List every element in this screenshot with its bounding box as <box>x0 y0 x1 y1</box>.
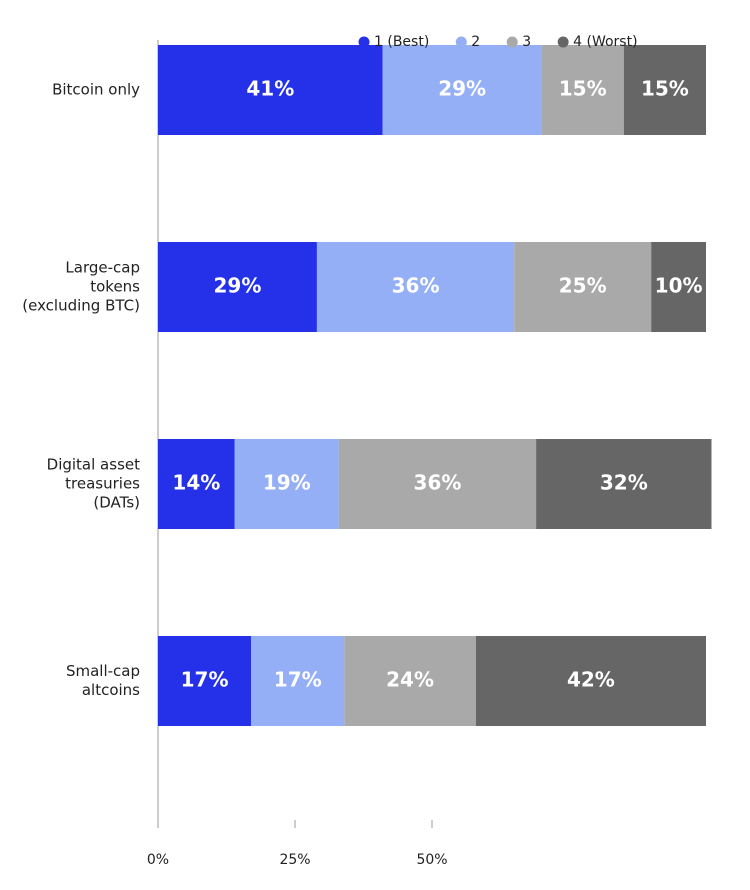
bar-segment <box>541 45 624 135</box>
data-label: 17% <box>274 668 322 692</box>
data-label: 15% <box>559 77 607 101</box>
data-label: 14% <box>172 471 220 495</box>
legend-label: 1 (Best) <box>374 34 429 50</box>
category-label: Bitcoin only <box>52 80 140 99</box>
data-label: 41% <box>246 77 294 101</box>
data-label: 32% <box>600 471 648 495</box>
data-label: 24% <box>386 668 434 692</box>
bar-segment <box>338 439 537 529</box>
bar-segment <box>475 636 706 726</box>
bar-segment <box>382 45 542 135</box>
data-label: 42% <box>567 668 615 692</box>
bar-segment <box>536 439 712 529</box>
legend-label: 2 <box>471 34 480 50</box>
data-label: 10% <box>655 274 703 298</box>
data-label: 29% <box>214 274 262 298</box>
data-label: 19% <box>263 471 311 495</box>
legend-swatch <box>358 36 370 48</box>
bar-segment <box>158 45 383 135</box>
x-tick-label: 50% <box>416 852 447 868</box>
bar-segment <box>514 242 652 332</box>
legend-label: 3 <box>522 34 531 50</box>
legend-swatch <box>557 36 569 48</box>
bar-segment <box>158 242 317 332</box>
x-tick-label: 25% <box>279 852 310 868</box>
data-label: 29% <box>438 77 486 101</box>
category-label: Large-cap tokens (excluding BTC) <box>22 258 140 315</box>
legend-swatch <box>455 36 467 48</box>
data-label: 15% <box>641 77 689 101</box>
category-label: Small-cap altcoins <box>65 662 140 699</box>
bar-segment <box>158 439 235 529</box>
bar-segment <box>251 636 345 726</box>
bar-segment <box>316 242 515 332</box>
bar-segment <box>234 439 339 529</box>
x-tick-label: 0% <box>147 852 169 868</box>
bar-segment <box>623 45 706 135</box>
data-label: 25% <box>559 274 607 298</box>
bar-segment <box>158 636 252 726</box>
legend-label: 4 (Worst) <box>573 34 637 50</box>
data-label: 17% <box>181 668 229 692</box>
data-label: 36% <box>392 274 440 298</box>
category-label: Digital asset treasuries (DATs) <box>46 455 140 512</box>
data-label: 36% <box>414 471 462 495</box>
bar-segment <box>344 636 476 726</box>
bar-segment <box>651 242 706 332</box>
legend-swatch <box>506 36 518 48</box>
